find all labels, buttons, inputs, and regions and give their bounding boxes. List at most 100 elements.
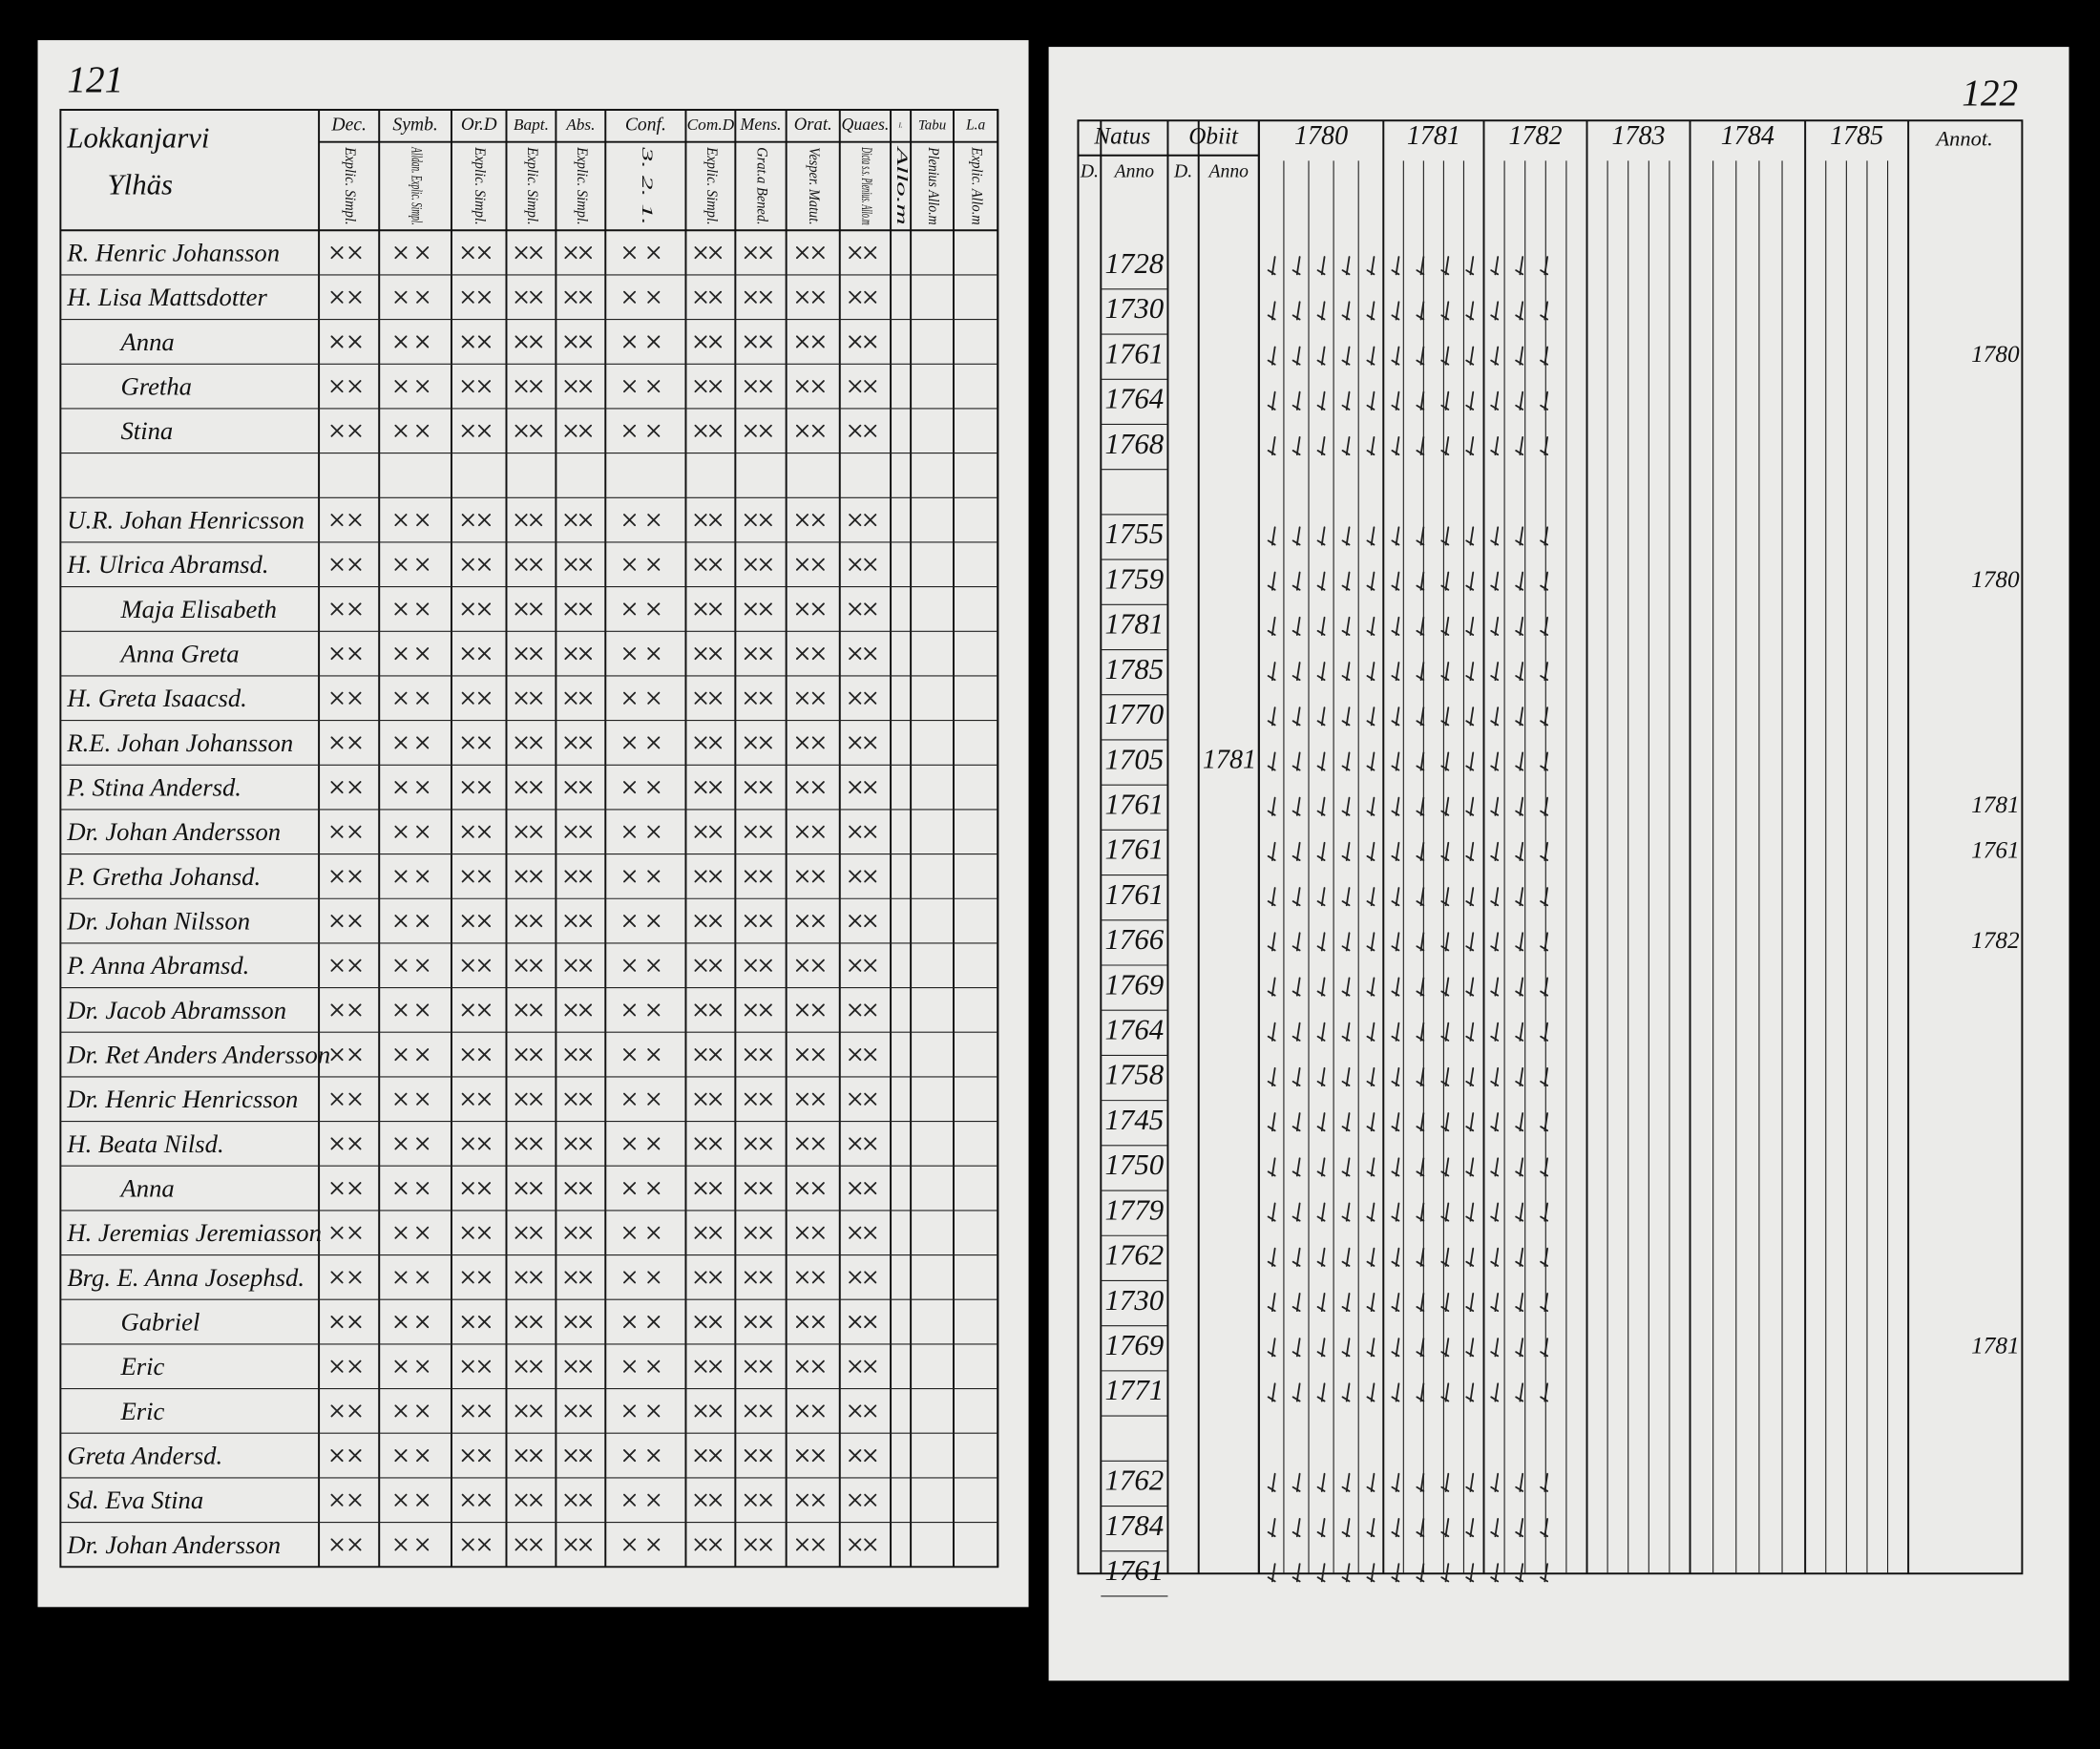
- hand-mark: [811, 1538, 825, 1551]
- hand-mark: [514, 335, 528, 348]
- year-header: 1780: [1294, 121, 1348, 151]
- hand-mark: [647, 1316, 661, 1329]
- hand-mark: [461, 915, 474, 928]
- hand-mark: [1515, 1066, 1524, 1086]
- hand-mark: [795, 959, 809, 972]
- hand-mark: [530, 1538, 543, 1551]
- hand-mark: [348, 781, 362, 794]
- hand-mark: [461, 1092, 474, 1106]
- hand-mark: [744, 1359, 757, 1373]
- person-name: Anna Greta: [118, 640, 239, 668]
- hand-mark: [477, 825, 491, 838]
- hand-mark: [1267, 1338, 1276, 1358]
- hand-mark: [623, 647, 637, 661]
- hand-mark: [514, 781, 528, 794]
- hand-mark: [1515, 1518, 1524, 1538]
- hand-mark: [461, 1271, 474, 1284]
- hand-mark: [1465, 1022, 1475, 1042]
- hand-mark: [795, 380, 809, 393]
- hand-mark: [623, 870, 637, 883]
- hand-mark: [1490, 436, 1500, 456]
- hand-mark: [1416, 1338, 1425, 1358]
- hand-mark: [477, 1048, 491, 1062]
- hand-mark: [1267, 1202, 1276, 1222]
- hand-mark: [849, 870, 862, 883]
- hand-mark: [849, 1359, 862, 1373]
- hand-mark: [1540, 256, 1549, 276]
- hand-mark: [759, 1316, 772, 1329]
- hand-mark: [1465, 706, 1475, 727]
- hand-mark: [864, 1003, 877, 1017]
- hand-mark: [1540, 1472, 1549, 1492]
- hand-mark: [348, 915, 362, 928]
- hand-mark: [514, 602, 528, 616]
- hand-mark: [477, 1316, 491, 1329]
- hand-mark: [1515, 1112, 1524, 1132]
- hand-mark: [623, 1226, 637, 1239]
- hand-mark: [514, 1226, 528, 1239]
- column-subtitle: Explic. Simpl.: [342, 146, 358, 224]
- hand-mark: [1465, 390, 1475, 411]
- hand-mark: [744, 736, 757, 749]
- person-name: Anna: [118, 327, 174, 356]
- hand-mark: [647, 736, 661, 749]
- hand-mark: [694, 424, 707, 437]
- hand-mark: [647, 1404, 661, 1418]
- hand-mark: [694, 1092, 707, 1106]
- hand-mark: [864, 1316, 877, 1329]
- hand-mark: [1465, 796, 1475, 816]
- hand-mark: [864, 781, 877, 794]
- hand-mark: [744, 1048, 757, 1062]
- birth-year: 1728: [1105, 247, 1165, 280]
- hand-mark: [348, 424, 362, 437]
- hand-mark: [1490, 1112, 1500, 1132]
- hand-mark: [564, 781, 578, 794]
- hand-mark: [694, 1226, 707, 1239]
- hand-mark: [709, 290, 723, 304]
- hand-mark: [514, 691, 528, 705]
- hand-mark: [811, 915, 825, 928]
- hand-mark: [1490, 571, 1500, 591]
- hand-mark: [623, 736, 637, 749]
- year-header: 1783: [1611, 121, 1665, 151]
- hand-mark: [709, 825, 723, 838]
- hand-mark: [1341, 256, 1351, 276]
- hand-mark: [744, 290, 757, 304]
- hand-mark: [647, 959, 661, 972]
- hand-mark: [579, 959, 593, 972]
- column-subtitle: Explic. Simpl.: [704, 146, 720, 224]
- hand-mark: [348, 1271, 362, 1284]
- column-subtitle: Dicta s.s. Plenius. Allo.m: [858, 147, 874, 225]
- hand-mark: [811, 290, 825, 304]
- hand-mark: [1416, 1563, 1425, 1583]
- hand-mark: [416, 1092, 430, 1106]
- hand-mark: [623, 602, 637, 616]
- hand-mark: [647, 335, 661, 348]
- hand-mark: [530, 647, 543, 661]
- birth-year: 1761: [1105, 878, 1165, 911]
- hand-mark: [1267, 616, 1276, 636]
- person-name: U.R. Johan Henricsson: [67, 506, 304, 535]
- hand-mark: [1416, 1022, 1425, 1042]
- hand-mark: [1292, 751, 1301, 771]
- hand-mark: [416, 246, 430, 260]
- hand-mark: [623, 1271, 637, 1284]
- hand-mark: [1267, 932, 1276, 952]
- hand-mark: [1341, 932, 1351, 952]
- hand-mark: [348, 558, 362, 571]
- hand-mark: [1341, 662, 1351, 682]
- hand-mark: [530, 1359, 543, 1373]
- hand-mark: [811, 1359, 825, 1373]
- hand-mark: [330, 1048, 344, 1062]
- hand-mark: [864, 380, 877, 393]
- hand-mark: [849, 647, 862, 661]
- hand-mark: [579, 825, 593, 838]
- hand-mark: [1341, 1022, 1351, 1042]
- person-name: Gabriel: [120, 1307, 200, 1336]
- hand-mark: [864, 335, 877, 348]
- hand-mark: [1341, 706, 1351, 727]
- hand-mark: [1366, 571, 1376, 591]
- hand-mark: [864, 1092, 877, 1106]
- hand-mark: [1391, 346, 1400, 366]
- hand-mark: [530, 380, 543, 393]
